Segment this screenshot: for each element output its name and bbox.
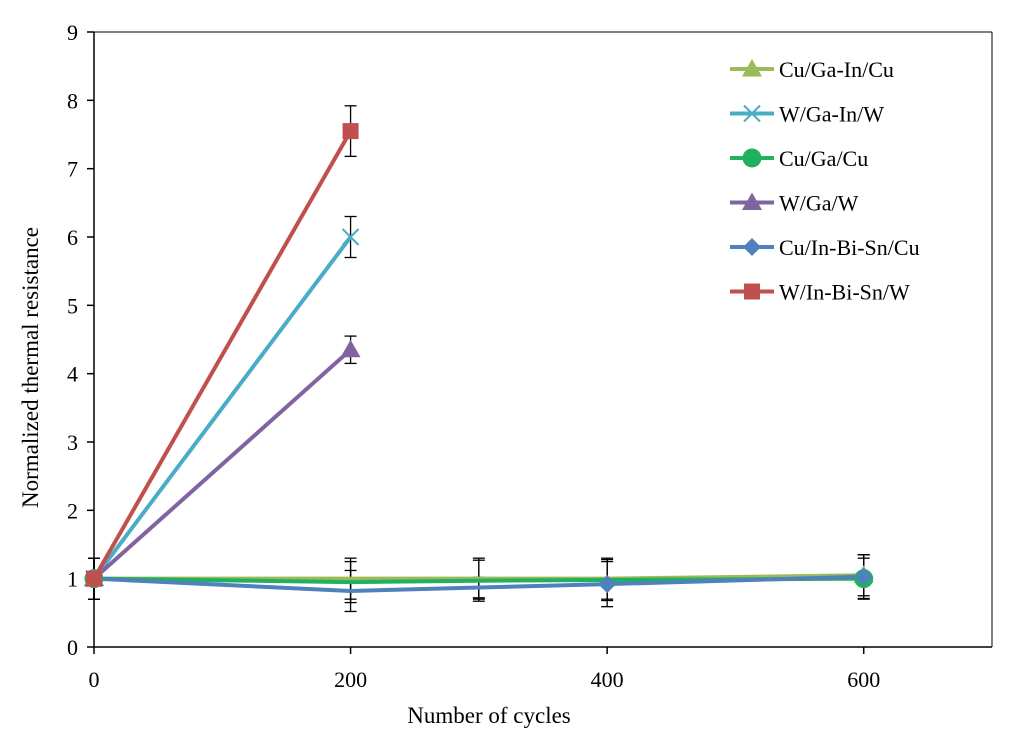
y-tick-label: 5 <box>67 293 78 318</box>
y-tick-label: 2 <box>67 498 78 523</box>
series-markers <box>84 123 874 594</box>
y-tick-label: 8 <box>67 88 78 113</box>
legend-label: Cu/In-Bi-Sn/Cu <box>779 235 920 260</box>
x-marker-stroke <box>341 228 360 246</box>
legend: Cu/Ga-In/Cu W/Ga-In/W Cu/Ga/Cu W/Ga/W Cu/In-… <box>730 57 920 305</box>
series-1-marker <box>341 228 360 246</box>
x-tick-label: 0 <box>89 667 100 692</box>
legend-item: Cu/Ga-In/Cu <box>730 57 894 82</box>
y-tick-label: 9 <box>67 20 78 45</box>
legend-item: W/In-Bi-Sn/W <box>730 280 910 305</box>
series-3-marker <box>340 339 361 358</box>
y-tick-label: 4 <box>67 362 78 387</box>
legend-swatch-marker <box>743 238 761 256</box>
y-tick-label: 1 <box>67 567 78 592</box>
series-4-marker <box>598 575 617 594</box>
y-tick-label: 3 <box>67 430 78 455</box>
series-4-marker <box>854 567 873 586</box>
legend-label: W/Ga/W <box>779 191 859 216</box>
legend-item: Cu/In-Bi-Sn/Cu <box>730 235 920 260</box>
legend-swatch-marker <box>743 104 761 123</box>
y-tick-label: 7 <box>67 157 78 182</box>
series-line-4 <box>93 574 864 593</box>
legend-swatch-marker <box>742 148 762 168</box>
legend-item: Cu/Ga/Cu <box>730 146 868 171</box>
legend-item: W/Ga/W <box>730 191 859 216</box>
legend-label: W/Ga-In/W <box>779 102 884 127</box>
series-line-1 <box>92 235 353 580</box>
x-axis-label: Number of cycles <box>407 703 571 728</box>
legend-swatch-marker <box>742 192 762 210</box>
series-line-5 <box>92 130 353 580</box>
axes: 0 1 2 3 4 5 6 7 8 9 0 200 400 600 <box>67 20 880 692</box>
legend-item: W/Ga-In/W <box>730 102 884 127</box>
series-5-marker <box>342 123 359 140</box>
x-tick-label: 400 <box>591 667 624 692</box>
error-bars <box>88 105 870 613</box>
plot-frame <box>93 31 993 648</box>
legend-label: Cu/Ga/Cu <box>779 146 868 171</box>
series-5-marker <box>86 570 102 587</box>
legend-swatch-marker <box>742 59 762 77</box>
series-lines <box>92 130 864 593</box>
legend-swatch-marker <box>744 283 760 300</box>
legend-label: W/In-Bi-Sn/W <box>779 280 910 305</box>
x-marker-stroke <box>743 104 761 123</box>
y-axis-label: Normalized thermal resistance <box>18 227 43 508</box>
x-tick-label: 600 <box>847 667 880 692</box>
series-line-0 <box>94 573 864 581</box>
x-tick-label: 200 <box>334 667 367 692</box>
y-tick-label: 6 <box>67 225 78 250</box>
y-tick-label: 0 <box>67 635 78 660</box>
legend-label: Cu/Ga-In/Cu <box>779 57 894 82</box>
series-line-2 <box>93 576 864 585</box>
series-line-3 <box>92 348 352 581</box>
